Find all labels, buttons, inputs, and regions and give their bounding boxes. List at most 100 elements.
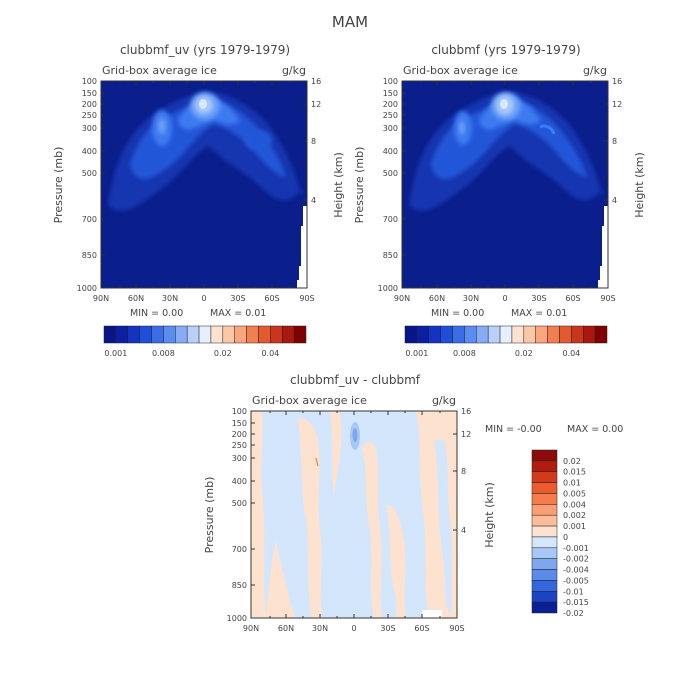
panel-subtitle-right: g/kg — [432, 394, 456, 407]
y-tick: 200 — [82, 100, 97, 109]
min-value: MIN = 0.00 — [431, 308, 484, 319]
x-tick: 90N — [93, 294, 109, 303]
x-tick: 0 — [502, 294, 507, 303]
x-tick: 30N — [312, 624, 328, 633]
y-tick: 700 — [82, 215, 97, 224]
x-tick: 90N — [243, 624, 259, 633]
colorbar-swatch — [127, 325, 140, 344]
panel-subtitle-right: g/kg — [282, 64, 306, 77]
y2-tick: 12 — [461, 430, 471, 439]
x-tick: 60S — [565, 294, 580, 303]
colorbar-swatch — [464, 325, 477, 344]
colorbar-swatch — [531, 471, 558, 483]
colorbar-label: 0.02 — [563, 457, 581, 466]
y-tick: 100 — [383, 77, 398, 86]
colorbar-label: 0.01 — [563, 479, 581, 488]
colorbar-swatch — [487, 325, 501, 344]
colorbar-label: -0.001 — [563, 544, 589, 553]
max-value: MAX = 0.01 — [511, 308, 567, 319]
y-tick: 400 — [82, 147, 97, 156]
y-tick: 700 — [383, 215, 398, 224]
colorbar-label: 0.008 — [453, 349, 476, 358]
y-tick: 400 — [383, 147, 398, 156]
y-axis-label: Pressure (mb) — [52, 147, 65, 224]
y2-axis-label: Height (km) — [633, 152, 646, 218]
colorbar: 0.02 0.015 0.010.005 0.004 0.002 0.001 0 -0.001… — [531, 449, 589, 618]
panel-difference: clubbmf_uv - clubbmf Grid-box average ic… — [203, 373, 623, 633]
max-value: MAX = 0.00 — [567, 424, 623, 435]
x-tick: 30S — [531, 294, 546, 303]
panel-title: clubbmf_uv - clubbmf — [290, 373, 421, 387]
colorbar-label: 0.001 — [563, 522, 586, 531]
colorbar-swatch — [531, 601, 558, 614]
contour-field — [402, 81, 608, 288]
colorbar-swatch — [163, 325, 176, 344]
positive-region — [266, 540, 296, 618]
axes-frame — [401, 80, 609, 289]
contour-field — [251, 411, 457, 618]
negative-core-center — [352, 428, 358, 442]
colorbar-label: 0.008 — [152, 349, 175, 358]
colorbar-label: 0.015 — [563, 468, 586, 477]
colorbar-swatch — [234, 325, 247, 344]
y-tick: 500 — [82, 169, 97, 178]
colorbar-label: -0.015 — [563, 598, 589, 607]
y2-axis-label: Height (km) — [332, 152, 345, 218]
y-tick: 300 — [232, 454, 247, 463]
colorbar-swatch — [281, 325, 295, 344]
y-tick: 250 — [383, 111, 398, 120]
y-tick: 850 — [232, 581, 247, 590]
y2-tick: 16 — [612, 77, 622, 86]
colorbar-label: 0.004 — [563, 500, 586, 509]
x-tick: 60S — [264, 294, 279, 303]
y-tick: 250 — [82, 111, 97, 120]
y-tick: 150 — [82, 89, 97, 98]
x-tick: 60N — [128, 294, 144, 303]
colorbar-label: -0.004 — [563, 566, 589, 575]
y-tick: 100 — [82, 77, 97, 86]
y2-tick: 8 — [461, 467, 466, 476]
colorbar-label: -0.005 — [563, 576, 589, 585]
y2-tick: 4 — [612, 196, 617, 205]
sh-filament — [539, 124, 556, 135]
y-tick: 1000 — [378, 284, 398, 293]
colorbar: 0.001 0.008 0.02 0.04 — [404, 325, 608, 358]
colorbar-swatch — [531, 558, 558, 570]
panel-subtitle-right: g/kg — [583, 64, 607, 77]
colorbar-swatch — [582, 325, 596, 344]
y2-tick: 8 — [612, 137, 617, 146]
x-tick: 90S — [449, 624, 464, 633]
colorbar-swatch — [547, 325, 560, 344]
y-tick: 200 — [383, 100, 398, 109]
colorbar-swatch — [531, 525, 558, 538]
y-axis-label: Pressure (mb) — [353, 147, 366, 224]
colorbar-swatch — [404, 325, 418, 344]
x-tick: 0 — [351, 624, 356, 633]
y-tick: 300 — [82, 124, 97, 133]
x-tick: 30N — [162, 294, 178, 303]
colorbar-label: 0.002 — [563, 511, 586, 520]
axes-frame — [250, 410, 458, 619]
colorbar-swatch — [210, 325, 224, 344]
min-value: MIN = 0.00 — [130, 308, 183, 319]
y-tick: 250 — [232, 441, 247, 450]
y2-tick: 4 — [461, 526, 466, 535]
y-tick: 500 — [232, 499, 247, 508]
colorbar-swatch — [535, 325, 548, 344]
colorbar-swatch — [499, 325, 513, 344]
nh-band-center — [158, 118, 166, 134]
figure-title: MAM — [332, 13, 368, 31]
x-tick: 90N — [394, 294, 410, 303]
sh-band-core — [244, 130, 272, 150]
tropical-core-3 — [199, 99, 207, 109]
y-tick: 100 — [232, 407, 247, 416]
y-tick: 400 — [232, 477, 247, 486]
colorbar-swatch — [531, 536, 558, 549]
y2-tick: 16 — [461, 407, 471, 416]
colorbar-swatch — [440, 325, 453, 344]
panel-clubbmf-uv: clubbmf_uv (yrs 1979-1979) Grid-box aver… — [52, 43, 345, 358]
colorbar-swatch — [531, 547, 558, 559]
colorbar-label: 0.04 — [261, 349, 279, 358]
colorbar-swatch — [222, 325, 235, 344]
